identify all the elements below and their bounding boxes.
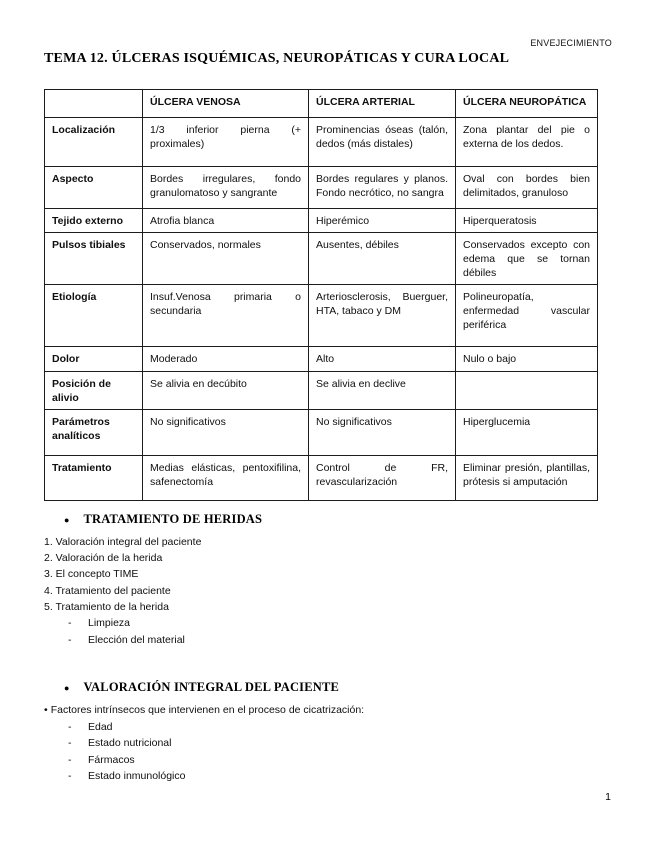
dash-marker: - bbox=[68, 770, 72, 783]
table-row-etiologia: Etiología Insuf.Venosa primaria o secund… bbox=[44, 284, 598, 347]
table-header-cell-empty bbox=[44, 89, 143, 118]
list-item: • Factores intrínsecos que intervienen e… bbox=[44, 702, 364, 719]
table-cell: Arteriosclerosis, Buerguer, HTA, tabaco … bbox=[308, 284, 456, 347]
table-cell: Polineuropatía, enfermedad vascular peri… bbox=[455, 284, 598, 347]
table-cell: Conservados excepto con edema que se tor… bbox=[455, 232, 598, 285]
list-item-label: Estado nutricional bbox=[88, 737, 172, 750]
row-header-cell: Posición de alivio bbox=[44, 371, 143, 410]
bullet-icon: ● bbox=[64, 514, 70, 525]
table-cell: Prominencias óseas (talón, dedos (más di… bbox=[308, 117, 456, 167]
row-header-cell: Tratamiento bbox=[44, 455, 143, 501]
table-cell: Atrofia blanca bbox=[142, 208, 309, 233]
list-item-label: Factores intrínsecos que intervienen en … bbox=[50, 704, 365, 716]
section-heading: ● VALORACIÓN INTEGRAL DEL PACIENTE bbox=[44, 680, 364, 695]
list-item-label: Fármacos bbox=[88, 753, 135, 766]
table-header-cell-neuropatica: ÚLCERA NEUROPÁTICA bbox=[455, 89, 598, 118]
list-item: - Estado nutricional bbox=[44, 735, 364, 752]
bullet-icon: • bbox=[44, 704, 48, 716]
list-item: - Edad bbox=[44, 719, 364, 736]
table-cell: Eliminar presión, plantillas, prótesis s… bbox=[455, 455, 598, 501]
list-item: - Limpieza bbox=[44, 615, 262, 632]
table-cell: Oval con bordes bien delimitados, granul… bbox=[455, 166, 598, 209]
list-item: 3. El concepto TIME bbox=[44, 568, 139, 581]
dash-marker: - bbox=[68, 720, 72, 733]
table-cell: Bordes irregulares, fondo granulomatoso … bbox=[142, 166, 309, 209]
table-cell: Se alivia en declive bbox=[308, 371, 456, 410]
table-row-tratamiento: Tratamiento Medias elásticas, pentoxifil… bbox=[44, 455, 598, 501]
dash-marker: - bbox=[68, 737, 72, 750]
table-cell: No significativos bbox=[142, 409, 309, 456]
bullet-icon: ● bbox=[64, 682, 70, 693]
list-item: 2. Valoración de la herida bbox=[44, 552, 163, 565]
table-cell: Bordes regulares y planos. Fondo necróti… bbox=[308, 166, 456, 209]
page-number: 1 bbox=[605, 791, 611, 803]
table-header-cell-venosa: ÚLCERA VENOSA bbox=[142, 89, 309, 118]
section-heading-text: TRATAMIENTO DE HERIDAS bbox=[83, 512, 263, 526]
list-item: 4. Tratamiento del paciente bbox=[44, 584, 171, 597]
table-cell: 1/3 inferior pierna (+ proximales) bbox=[142, 117, 309, 167]
table-row-parametros-analiticos: Parámetros analíticos No significativos … bbox=[44, 409, 598, 456]
table-cell: Insuf.Venosa primaria o secundaria bbox=[142, 284, 309, 347]
list-item-label: Edad bbox=[88, 720, 113, 733]
table-cell-empty bbox=[455, 371, 598, 410]
list-item: - Elección del material bbox=[44, 632, 262, 649]
table-cell: No significativos bbox=[308, 409, 456, 456]
table-row-aspecto: Aspecto Bordes irregulares, fondo granul… bbox=[44, 166, 598, 209]
table-row-tejido-externo: Tejido externo Atrofia blanca Hiperémico… bbox=[44, 208, 598, 233]
row-header-cell: Etiología bbox=[44, 284, 143, 347]
table-cell: Alto bbox=[308, 346, 456, 372]
bullet-list: • Factores intrínsecos que intervienen e… bbox=[44, 702, 364, 785]
table-cell: Conservados, normales bbox=[142, 232, 309, 285]
course-header: ENVEJECIMIENTO bbox=[530, 38, 612, 48]
row-header-cell: Parámetros analíticos bbox=[44, 409, 143, 456]
table-cell: Ausentes, débiles bbox=[308, 232, 456, 285]
row-header-cell: Aspecto bbox=[44, 166, 143, 209]
section-heading-text: VALORACIÓN INTEGRAL DEL PACIENTE bbox=[83, 680, 340, 694]
section-heading: ● TRATAMIENTO DE HERIDAS bbox=[44, 512, 262, 527]
row-header-cell: Localización bbox=[44, 117, 143, 167]
table-cell: Hiperémico bbox=[308, 208, 456, 233]
table-cell: Zona plantar del pie o externa de los de… bbox=[455, 117, 598, 167]
ulcer-comparison-table: ÚLCERA VENOSA ÚLCERA ARTERIAL ÚLCERA NEU… bbox=[44, 89, 598, 501]
dash-marker: - bbox=[68, 634, 72, 647]
table-row-posicion-alivio: Posición de alivio Se alivia en decúbito… bbox=[44, 371, 598, 410]
table-header-row: ÚLCERA VENOSA ÚLCERA ARTERIAL ÚLCERA NEU… bbox=[44, 89, 598, 118]
dash-marker: - bbox=[68, 753, 72, 766]
row-header-cell: Tejido externo bbox=[44, 208, 143, 233]
list-item: - Fármacos bbox=[44, 752, 364, 769]
list-item: - Estado inmunológico bbox=[44, 768, 364, 785]
list-item: 1. Valoración integral del paciente bbox=[44, 536, 202, 548]
table-row-dolor: Dolor Moderado Alto Nulo o bajo bbox=[44, 346, 598, 372]
section-valoracion-integral: ● VALORACIÓN INTEGRAL DEL PACIENTE • Fac… bbox=[44, 680, 364, 785]
table-cell: Moderado bbox=[142, 346, 309, 372]
page-title: TEMA 12. ÚLCERAS ISQUÉMICAS, NEUROPÁTICA… bbox=[44, 51, 510, 66]
list-item: 5. Tratamiento de la herida bbox=[44, 600, 169, 613]
dash-marker: - bbox=[68, 617, 72, 630]
table-cell: Se alivia en decúbito bbox=[142, 371, 309, 410]
table-cell: Hiperqueratosis bbox=[455, 208, 598, 233]
section-tratamiento-heridas: ● TRATAMIENTO DE HERIDAS 1. Valoración i… bbox=[44, 512, 262, 649]
list-item-label: Limpieza bbox=[88, 617, 131, 630]
table-header-cell-arterial: ÚLCERA ARTERIAL bbox=[308, 89, 456, 118]
table-cell: Control de FR, revascularización bbox=[308, 455, 456, 501]
row-header-cell: Pulsos tibiales bbox=[44, 232, 143, 285]
ulcer-comparison-table-wrap: ÚLCERA VENOSA ÚLCERA ARTERIAL ÚLCERA NEU… bbox=[44, 89, 598, 501]
table-row-pulsos-tibiales: Pulsos tibiales Conservados, normales Au… bbox=[44, 232, 598, 285]
list-item-label: Estado inmunológico bbox=[88, 770, 186, 783]
table-cell: Hiperglucemia bbox=[455, 409, 598, 456]
list-item-label: Elección del material bbox=[88, 634, 185, 647]
row-header-cell: Dolor bbox=[44, 346, 143, 372]
table-cell: Nulo o bajo bbox=[455, 346, 598, 372]
numbered-list: 1. Valoración integral del paciente 2. V… bbox=[44, 534, 262, 649]
table-cell: Medias elásticas, pentoxifilina, safenec… bbox=[142, 455, 309, 501]
table-row-localizacion: Localización 1/3 inferior pierna (+ prox… bbox=[44, 117, 598, 167]
